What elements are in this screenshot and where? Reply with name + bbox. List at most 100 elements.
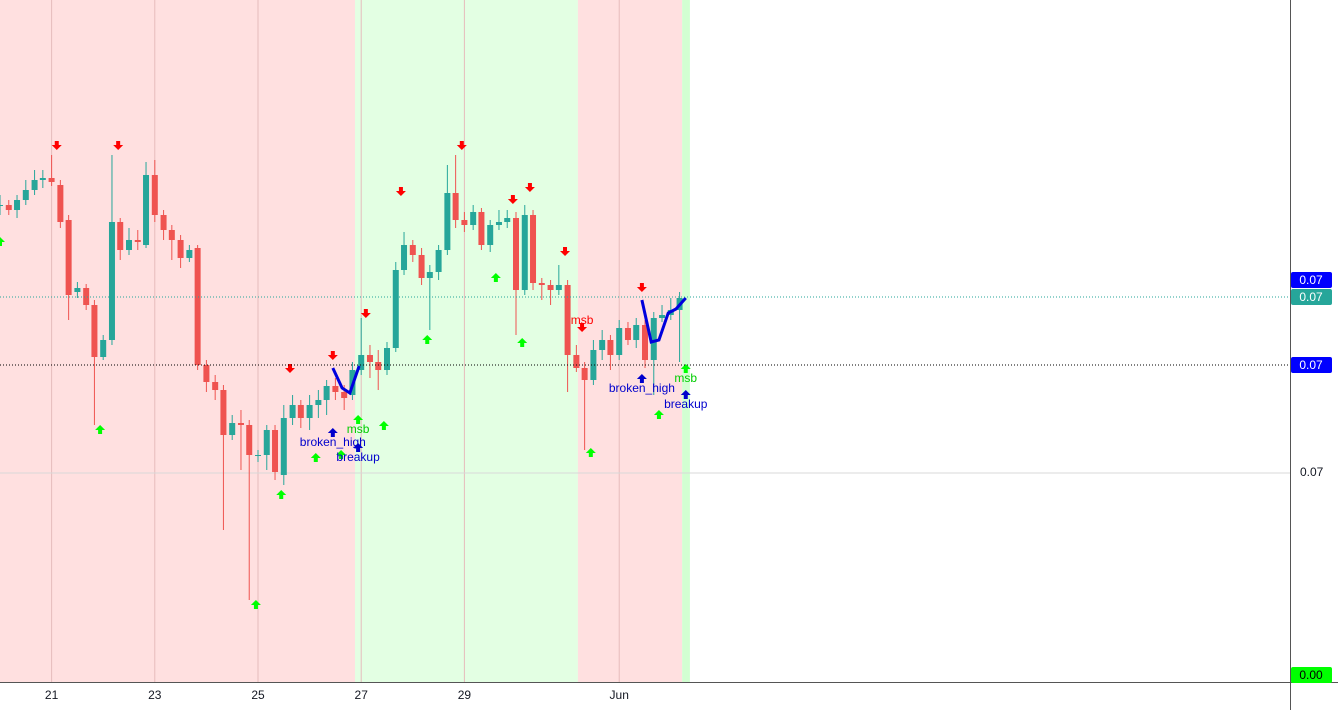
blue-arrows bbox=[327, 428, 338, 437]
x-tick-label: 25 bbox=[251, 688, 265, 702]
candle-body bbox=[426, 272, 433, 278]
signal-label: msb bbox=[674, 371, 697, 385]
candle-body bbox=[57, 185, 64, 222]
candle-body bbox=[513, 218, 519, 290]
candle-body bbox=[74, 288, 81, 292]
up-arrows bbox=[276, 490, 287, 499]
candle-body bbox=[186, 250, 193, 258]
up-arrows bbox=[517, 338, 528, 347]
candle-body bbox=[229, 423, 236, 435]
candle-body bbox=[100, 340, 107, 357]
candle-body bbox=[31, 180, 38, 190]
candle-body bbox=[581, 368, 588, 380]
candle-body bbox=[289, 405, 296, 418]
candle-body bbox=[212, 382, 219, 390]
up-arrows bbox=[95, 425, 106, 434]
down-arrows bbox=[51, 141, 62, 150]
candle-body bbox=[22, 190, 29, 200]
down-arrows bbox=[636, 283, 647, 292]
candle-body bbox=[280, 418, 287, 475]
up-arrows bbox=[680, 364, 691, 373]
candle-body bbox=[48, 178, 55, 182]
candle-body bbox=[151, 175, 158, 215]
down-arrows bbox=[560, 247, 571, 256]
candle-body bbox=[470, 212, 477, 225]
candle-body bbox=[91, 305, 98, 357]
price-label: 0.07 bbox=[1299, 358, 1323, 372]
candle-body bbox=[590, 350, 597, 380]
down-arrows bbox=[327, 351, 338, 360]
blue-arrows bbox=[353, 443, 364, 452]
candle-body bbox=[272, 430, 279, 472]
x-tick-label: 27 bbox=[355, 688, 369, 702]
down-arrows bbox=[577, 323, 588, 332]
zigzag-line bbox=[640, 297, 687, 344]
signal-label: broken_high bbox=[609, 381, 675, 395]
candle-body bbox=[573, 355, 580, 368]
candle-body bbox=[555, 285, 562, 290]
blue-arrows bbox=[680, 390, 691, 399]
candle-body bbox=[616, 328, 623, 355]
signal-label: msb bbox=[347, 422, 370, 436]
candle-body bbox=[599, 340, 606, 350]
candle-body bbox=[117, 222, 124, 250]
up-arrows bbox=[422, 335, 433, 344]
candle-body bbox=[650, 318, 657, 360]
candle-body bbox=[409, 245, 416, 255]
candle-body bbox=[315, 400, 322, 405]
blue-arrows bbox=[636, 374, 647, 383]
down-arrows bbox=[113, 141, 124, 150]
candle-body bbox=[624, 328, 631, 340]
candle-body bbox=[358, 355, 365, 370]
candle-body bbox=[495, 222, 502, 225]
candle-body bbox=[168, 230, 175, 240]
up-arrows bbox=[378, 421, 389, 430]
candle-body bbox=[160, 215, 167, 230]
candle-body bbox=[332, 386, 339, 392]
y-tick-label: 0.07 bbox=[1300, 465, 1324, 479]
up-arrows bbox=[0, 237, 5, 246]
candle-body bbox=[65, 220, 72, 295]
up-arrows bbox=[336, 450, 347, 459]
x-tick-label: 21 bbox=[45, 688, 59, 702]
candle-body bbox=[435, 250, 442, 272]
down-arrows bbox=[395, 187, 406, 196]
candle-body bbox=[0, 205, 3, 206]
zone bbox=[0, 0, 356, 682]
candle-body bbox=[220, 390, 227, 435]
candle-body bbox=[530, 215, 537, 283]
price-label: 0.07 bbox=[1299, 273, 1323, 287]
candle-body bbox=[246, 425, 253, 455]
candle-body bbox=[341, 392, 348, 398]
candle-body bbox=[237, 423, 244, 425]
down-arrows bbox=[360, 309, 371, 318]
signal-label: breakup bbox=[664, 397, 708, 411]
up-arrows bbox=[310, 453, 321, 462]
candle-body bbox=[478, 212, 485, 245]
signal-label: msb bbox=[571, 313, 594, 327]
candle-body bbox=[255, 455, 261, 456]
candle-body bbox=[659, 315, 666, 318]
up-arrows bbox=[585, 448, 596, 457]
up-arrows bbox=[250, 600, 261, 609]
candle-body bbox=[263, 430, 270, 455]
candle-body bbox=[607, 340, 614, 355]
x-tick-label: 23 bbox=[148, 688, 162, 702]
plot-area: msbmsbmsbbroken_highbroken_highbreakupbr… bbox=[0, 0, 1290, 682]
candle-body bbox=[452, 193, 459, 220]
price-label-box bbox=[1291, 357, 1332, 373]
up-arrows bbox=[653, 410, 664, 419]
candle-body bbox=[134, 240, 141, 242]
candle-body bbox=[375, 362, 382, 370]
candle-body bbox=[83, 288, 90, 305]
down-arrows bbox=[524, 183, 535, 192]
down-arrows bbox=[507, 195, 518, 204]
price-label-box bbox=[1291, 272, 1332, 288]
candle-body bbox=[504, 218, 511, 222]
candle-body bbox=[203, 365, 210, 382]
candle-body bbox=[297, 405, 304, 418]
candle-body bbox=[564, 285, 571, 355]
candle-body bbox=[392, 270, 399, 348]
